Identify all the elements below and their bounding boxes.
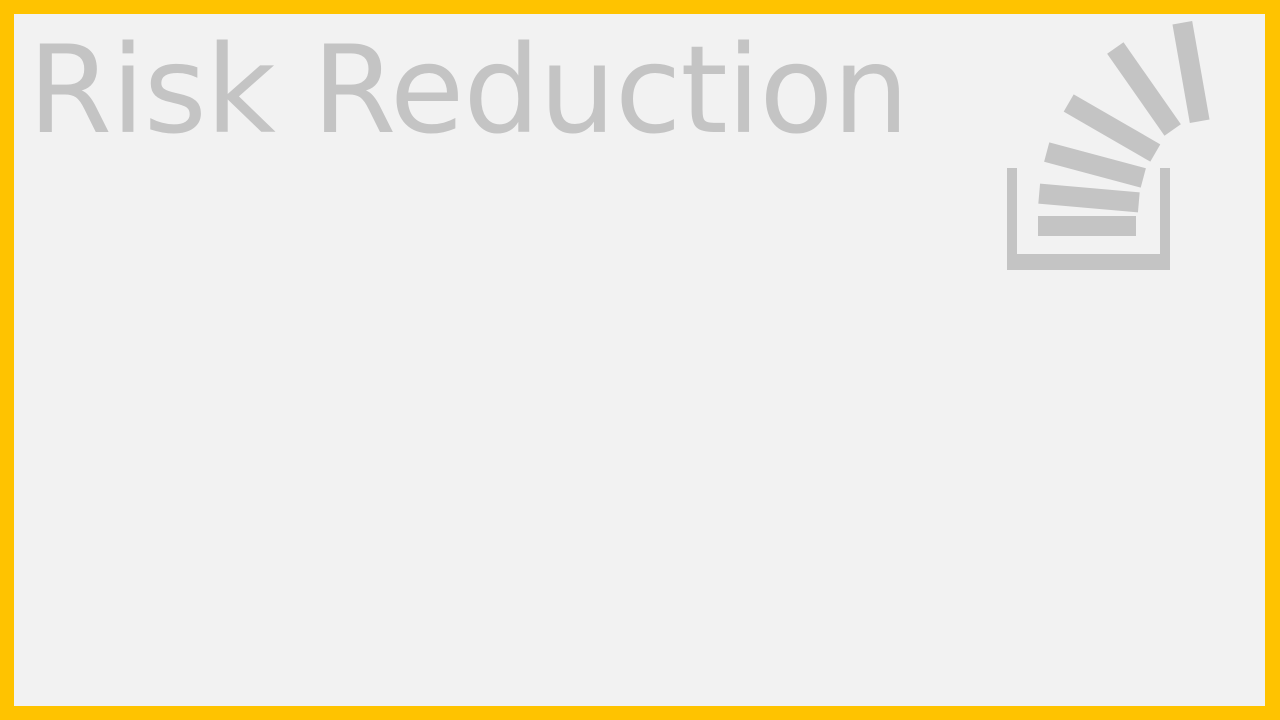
slide-title: Risk Reduction (28, 20, 909, 161)
slide-canvas: Risk Reduction (14, 14, 1265, 706)
stack-overflow-logo-icon (1007, 21, 1210, 270)
